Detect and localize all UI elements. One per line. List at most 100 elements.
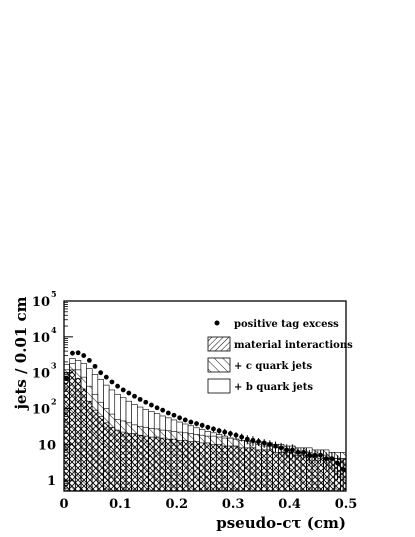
data-point-25	[205, 424, 211, 430]
data-point-3	[81, 353, 87, 358]
bar-0-1	[69, 369, 76, 492]
data-point-2	[75, 350, 81, 356]
bar-0-7	[103, 422, 110, 492]
bar-0-6	[97, 416, 104, 492]
y-tick-exponent-3: 3	[51, 361, 57, 371]
data-point-8	[109, 379, 115, 385]
data-point-20	[177, 415, 183, 421]
y-tick-exponent-5: 5	[51, 289, 57, 299]
data-point-22	[188, 419, 194, 425]
bar-0-33	[249, 447, 257, 492]
bar-0-37	[272, 452, 279, 492]
x-tick-label-4: 0.4	[278, 497, 301, 512]
data-point-16	[154, 405, 160, 411]
legend-label-c: + c quark jets	[234, 361, 312, 372]
data-point-46	[323, 456, 329, 462]
legend-swatch-b	[207, 378, 231, 394]
data-point-44	[312, 452, 318, 458]
bar-0-30	[232, 445, 240, 492]
y-tick-label-3: 10	[32, 367, 50, 382]
bar-0-26	[210, 444, 217, 492]
bar-0-22	[187, 441, 195, 492]
data-point-36	[267, 441, 273, 447]
bar-0-29	[227, 445, 234, 492]
bar-0-24	[199, 442, 206, 492]
data-point-26	[211, 426, 216, 432]
bar-0-23	[193, 441, 200, 492]
y-tick-label-1: 10	[38, 438, 56, 453]
bar-0-17	[159, 437, 166, 492]
y-axis-label: jets / 0.01 cm	[12, 296, 30, 411]
data-point-11	[126, 390, 132, 396]
data-point-19	[171, 412, 177, 418]
data-point-37	[273, 443, 278, 449]
bar-0-11	[125, 433, 132, 492]
bar-0-41	[294, 454, 302, 492]
bar-0-27	[215, 444, 223, 492]
data-point-18	[165, 410, 171, 416]
bar-0-9	[114, 429, 121, 492]
data-point-4	[86, 358, 92, 363]
bar-0-21	[182, 439, 189, 492]
bar-0-18	[165, 438, 172, 492]
data-point-47	[329, 456, 335, 462]
data-point-13	[137, 396, 143, 402]
legend: positive tag excess material interaction…	[207, 319, 353, 394]
data-point-10	[120, 387, 126, 393]
bar-0-32	[244, 447, 251, 492]
bar-0-35	[261, 449, 268, 492]
data-point-42	[301, 449, 307, 455]
x-axis-ticks: 0 0.1 0.2 0.3 0.4 0.5	[59, 483, 357, 512]
bar-0-3	[80, 388, 87, 492]
legend-label-excess: positive tag excess	[234, 319, 339, 330]
y-tick-label-0: 1	[47, 474, 56, 489]
bar-0-0	[63, 372, 70, 492]
bar-0-19	[170, 438, 178, 492]
data-point-15	[149, 402, 154, 408]
data-point-39	[284, 447, 290, 453]
bar-0-12	[131, 433, 138, 492]
legend-label-material: material interactions	[234, 340, 353, 351]
data-point-48	[335, 460, 340, 466]
legend-swatch-material	[207, 336, 231, 352]
data-point-5	[92, 363, 98, 369]
data-point-28	[222, 429, 228, 435]
data-point-30	[233, 432, 239, 438]
bar-0-13	[137, 434, 144, 492]
data-point-17	[160, 407, 166, 413]
x-tick-label-2: 0.2	[165, 497, 188, 512]
bar-0-36	[266, 449, 273, 492]
bar-0-16	[153, 436, 161, 492]
bar-0-28	[221, 445, 228, 492]
data-point-43	[306, 452, 312, 458]
data-point-38	[278, 445, 284, 451]
data-point-12	[132, 393, 137, 399]
legend-marker-excess	[214, 320, 220, 326]
y-tick-label-4: 10	[32, 331, 50, 346]
bar-0-5	[91, 409, 99, 492]
data-point-9	[115, 383, 120, 389]
bar-0-10	[120, 431, 127, 492]
data-point-35	[261, 440, 267, 446]
data-point-14	[143, 399, 149, 405]
data-point-23	[194, 421, 199, 426]
bar-0-20	[176, 439, 183, 492]
x-tick-label-5: 0.5	[335, 497, 358, 512]
bar-0-14	[142, 435, 149, 492]
data-point-45	[318, 452, 324, 458]
bar-0-25	[204, 442, 211, 492]
data-point-27	[216, 428, 222, 434]
y-tick-label-5: 10	[32, 295, 50, 310]
bar-0-31	[238, 447, 245, 492]
bar-0-45	[317, 458, 324, 492]
data-point-40	[290, 447, 295, 453]
y-tick-exponent-2: 2	[51, 397, 57, 407]
data-point-49	[340, 467, 346, 472]
legend-label-b: + b quark jets	[234, 382, 313, 393]
data-point-29	[227, 431, 233, 436]
data-point-1	[70, 350, 75, 356]
data-point-41	[295, 449, 301, 455]
y-tick-exponent-4: 4	[51, 325, 57, 335]
